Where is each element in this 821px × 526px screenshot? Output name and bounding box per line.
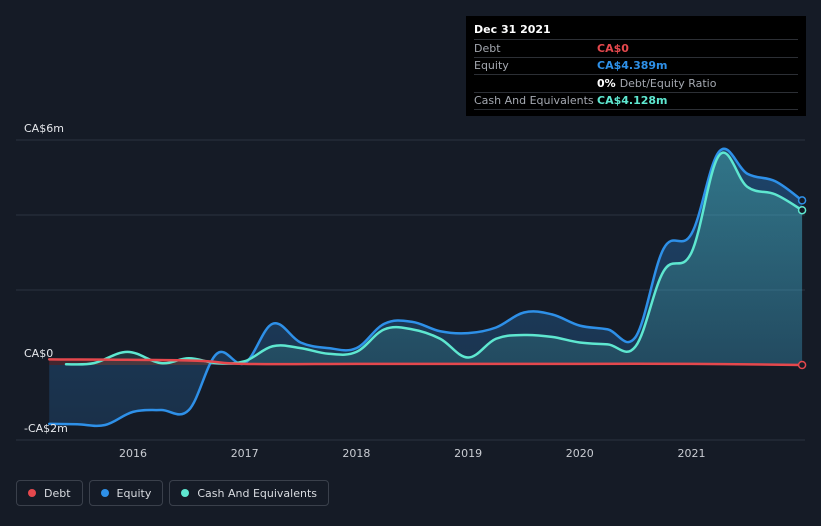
y-tick-label-bottom: -CA$2m	[24, 422, 68, 435]
tooltip-value: 0%	[597, 76, 616, 90]
end-markers	[797, 196, 807, 370]
cash-end-marker	[797, 205, 807, 215]
equity-dot-icon	[100, 489, 109, 497]
x-tick-label: 2019	[454, 447, 482, 460]
tooltip-label: Cash And Equivalents	[474, 94, 594, 108]
debt-end-marker	[797, 360, 807, 370]
debt-line	[47, 358, 804, 367]
legend-label: Cash And Equivalents	[197, 486, 317, 500]
tooltip-date: Dec 31 2021	[474, 23, 551, 36]
x-tick-label: 2021	[678, 447, 706, 460]
cash-area	[65, 152, 803, 365]
cash-dot-icon	[181, 489, 190, 497]
x-tick-label: 2018	[342, 447, 370, 460]
x-tick-label: 2016	[119, 447, 147, 460]
series-lines	[47, 147, 804, 428]
y-tick-label-zero: CA$0	[24, 347, 54, 360]
legend-item-equity[interactable]: Equity	[88, 480, 164, 506]
legend-label: Equity	[116, 486, 152, 500]
legend: Debt Equity Cash And Equivalents	[16, 480, 329, 506]
tooltip-panel: Dec 31 2021 Debt CA$0 Equity CA$4.389m 0…	[466, 16, 806, 116]
tooltip-label: Debt	[474, 41, 501, 55]
legend-label: Debt	[44, 486, 71, 500]
tooltip-value: CA$0	[597, 41, 629, 55]
x-axis: 2016 2017 2018 2019 2020 2021	[119, 447, 706, 460]
legend-item-debt[interactable]: Debt	[16, 480, 83, 506]
tooltip-row-equity: Equity CA$4.389m	[474, 56, 798, 75]
equity-line	[47, 147, 804, 428]
equity-end-marker	[797, 196, 807, 205]
tooltip-row-debt: Debt CA$0	[474, 39, 798, 57]
legend-item-cash[interactable]: Cash And Equivalents	[169, 480, 329, 506]
tooltip-row-ratio: 0% Debt/Equity Ratio	[474, 74, 798, 92]
tooltip-ratio-label: Debt/Equity Ratio	[619, 76, 717, 90]
x-tick-label: 2020	[566, 447, 594, 460]
debt-dot-icon	[28, 489, 36, 497]
x-tick-label: 2017	[231, 447, 259, 460]
tooltip-value: CA$4.389m	[597, 59, 668, 73]
tooltip-label: Equity	[474, 59, 509, 73]
tooltip-value: CA$4.128m	[597, 94, 668, 108]
y-tick-label-top: CA$6m	[24, 122, 64, 135]
tooltip-row-cash: Cash And Equivalents CA$4.128m	[474, 91, 798, 110]
